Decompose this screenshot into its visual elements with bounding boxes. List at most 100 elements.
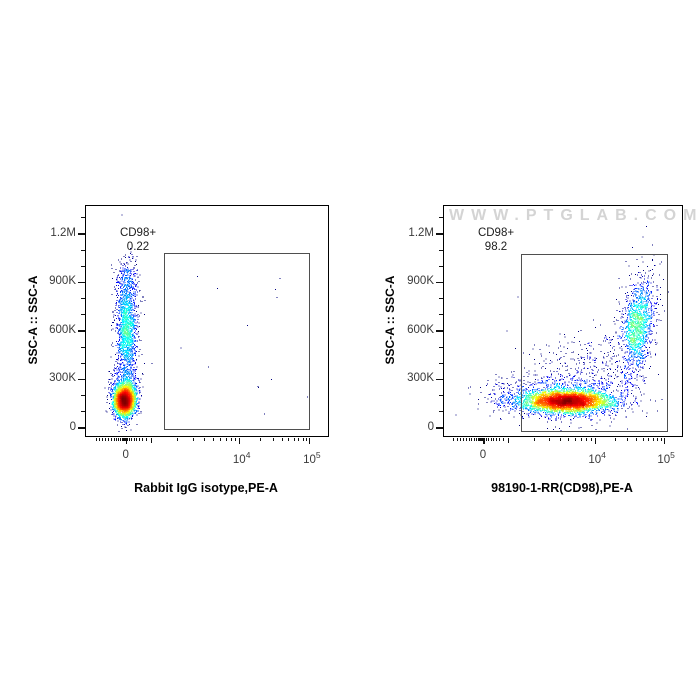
y-minor-tick: [439, 249, 443, 251]
x-minor-tick: [481, 437, 483, 441]
x-minor-tick: [549, 437, 551, 441]
x-tick-label: 0: [479, 449, 487, 461]
y-major-tick: [436, 233, 443, 235]
x-minor-tick: [129, 437, 131, 441]
y-minor-tick: [81, 314, 85, 316]
x-minor-tick: [204, 437, 206, 441]
y-major-tick: [78, 378, 85, 381]
x-minor-tick: [95, 437, 97, 441]
x-minor-tick: [101, 437, 103, 441]
y-minor-tick: [81, 362, 85, 364]
x-mid-tick: [507, 437, 509, 443]
y-minor-tick: [81, 395, 85, 397]
x-minor-tick: [648, 437, 650, 441]
gate-rectangle: [163, 253, 311, 430]
gate-name: CD98+: [119, 227, 157, 239]
x-minor-tick: [272, 437, 274, 441]
x-minor-tick: [108, 437, 110, 441]
x-minor-tick: [453, 437, 455, 441]
x-tick-label: 105: [303, 450, 321, 466]
x-minor-tick: [590, 437, 592, 441]
x-minor-tick: [121, 437, 123, 441]
x-minor-tick: [230, 437, 232, 441]
x-minor-tick: [122, 437, 124, 441]
x-minor-tick: [142, 437, 144, 441]
y-minor-tick: [439, 362, 443, 364]
x-minor-tick: [636, 437, 638, 441]
gate-name: CD98+: [477, 227, 515, 239]
gate-label: CD98+ 0.22: [120, 226, 156, 254]
x-minor-tick: [480, 437, 482, 441]
y-axis-title: SSC-A :: SSC-A: [383, 275, 397, 365]
gate-stat: 0.22: [126, 241, 150, 253]
x-tick-exponent: 4: [245, 450, 251, 460]
x-tick-exponent: 4: [601, 450, 606, 460]
y-minor-tick: [81, 249, 85, 251]
x-tick-label: 105: [657, 450, 675, 466]
density-scatter-canvas: [86, 206, 328, 436]
y-tick-label: 900K: [49, 275, 76, 288]
x-minor-tick: [493, 437, 495, 441]
y-major-tick: [78, 330, 85, 332]
gate-rectangle: [521, 254, 668, 432]
x-minor-tick: [486, 437, 488, 441]
x-minor-tick: [306, 437, 308, 441]
y-tick-label: 600K: [407, 323, 434, 336]
y-tick-label: 0: [427, 421, 434, 433]
y-minor-tick: [439, 314, 443, 316]
x-minor-tick: [105, 437, 107, 441]
x-minor-tick: [468, 437, 470, 441]
x-minor-tick: [145, 437, 147, 441]
x-minor-tick: [473, 437, 475, 441]
x-minor-tick: [125, 437, 127, 441]
x-minor-tick: [533, 437, 535, 441]
x-minor-tick: [302, 437, 304, 441]
gate-stat: 98.2: [484, 241, 508, 253]
x-minor-tick: [627, 437, 629, 441]
x-minor-tick: [575, 437, 577, 441]
x-minor-tick: [656, 437, 658, 441]
x-minor-tick: [133, 437, 135, 441]
x-minor-tick: [481, 437, 483, 441]
y-major-tick: [78, 281, 85, 284]
x-minor-tick: [642, 437, 644, 441]
y-minor-tick: [81, 265, 85, 267]
x-minor-tick: [478, 437, 480, 441]
x-major-tick: [594, 437, 596, 444]
x-minor-tick: [652, 437, 654, 441]
x-minor-tick: [131, 437, 133, 441]
x-minor-tick: [471, 437, 473, 441]
x-axis-title: 98190-1-RR(CD98),PE-A: [491, 481, 633, 495]
x-minor-tick: [502, 437, 504, 441]
x-minor-tick: [260, 437, 262, 441]
x-minor-tick: [225, 437, 227, 441]
y-tick-label: 0: [69, 421, 76, 433]
x-minor-tick: [98, 437, 100, 441]
y-minor-tick: [81, 217, 85, 219]
plot-area: CD98+ 0.22: [78, 205, 329, 444]
x-minor-tick: [568, 437, 570, 441]
x-minor-tick: [281, 437, 283, 441]
y-major-tick: [436, 281, 443, 284]
x-minor-tick: [477, 437, 479, 441]
x-minor-tick: [482, 437, 484, 441]
y-tick-label: 900K: [407, 275, 434, 288]
y-minor-tick: [439, 395, 443, 397]
y-minor-tick: [81, 298, 85, 300]
x-minor-tick: [456, 437, 458, 441]
x-minor-tick: [288, 437, 290, 441]
x-minor-tick: [615, 437, 617, 441]
x-minor-tick: [127, 437, 129, 441]
x-minor-tick: [462, 437, 464, 441]
x-minor-tick: [581, 437, 583, 441]
x-minor-tick: [118, 437, 120, 441]
x-minor-tick: [490, 437, 492, 441]
y-tick-label: 1.2M: [50, 226, 76, 239]
x-tick-label: 104: [588, 450, 606, 466]
x-major-tick: [663, 437, 665, 444]
y-minor-tick: [439, 217, 443, 219]
y-major-tick: [436, 330, 443, 332]
y-minor-tick: [81, 346, 85, 348]
